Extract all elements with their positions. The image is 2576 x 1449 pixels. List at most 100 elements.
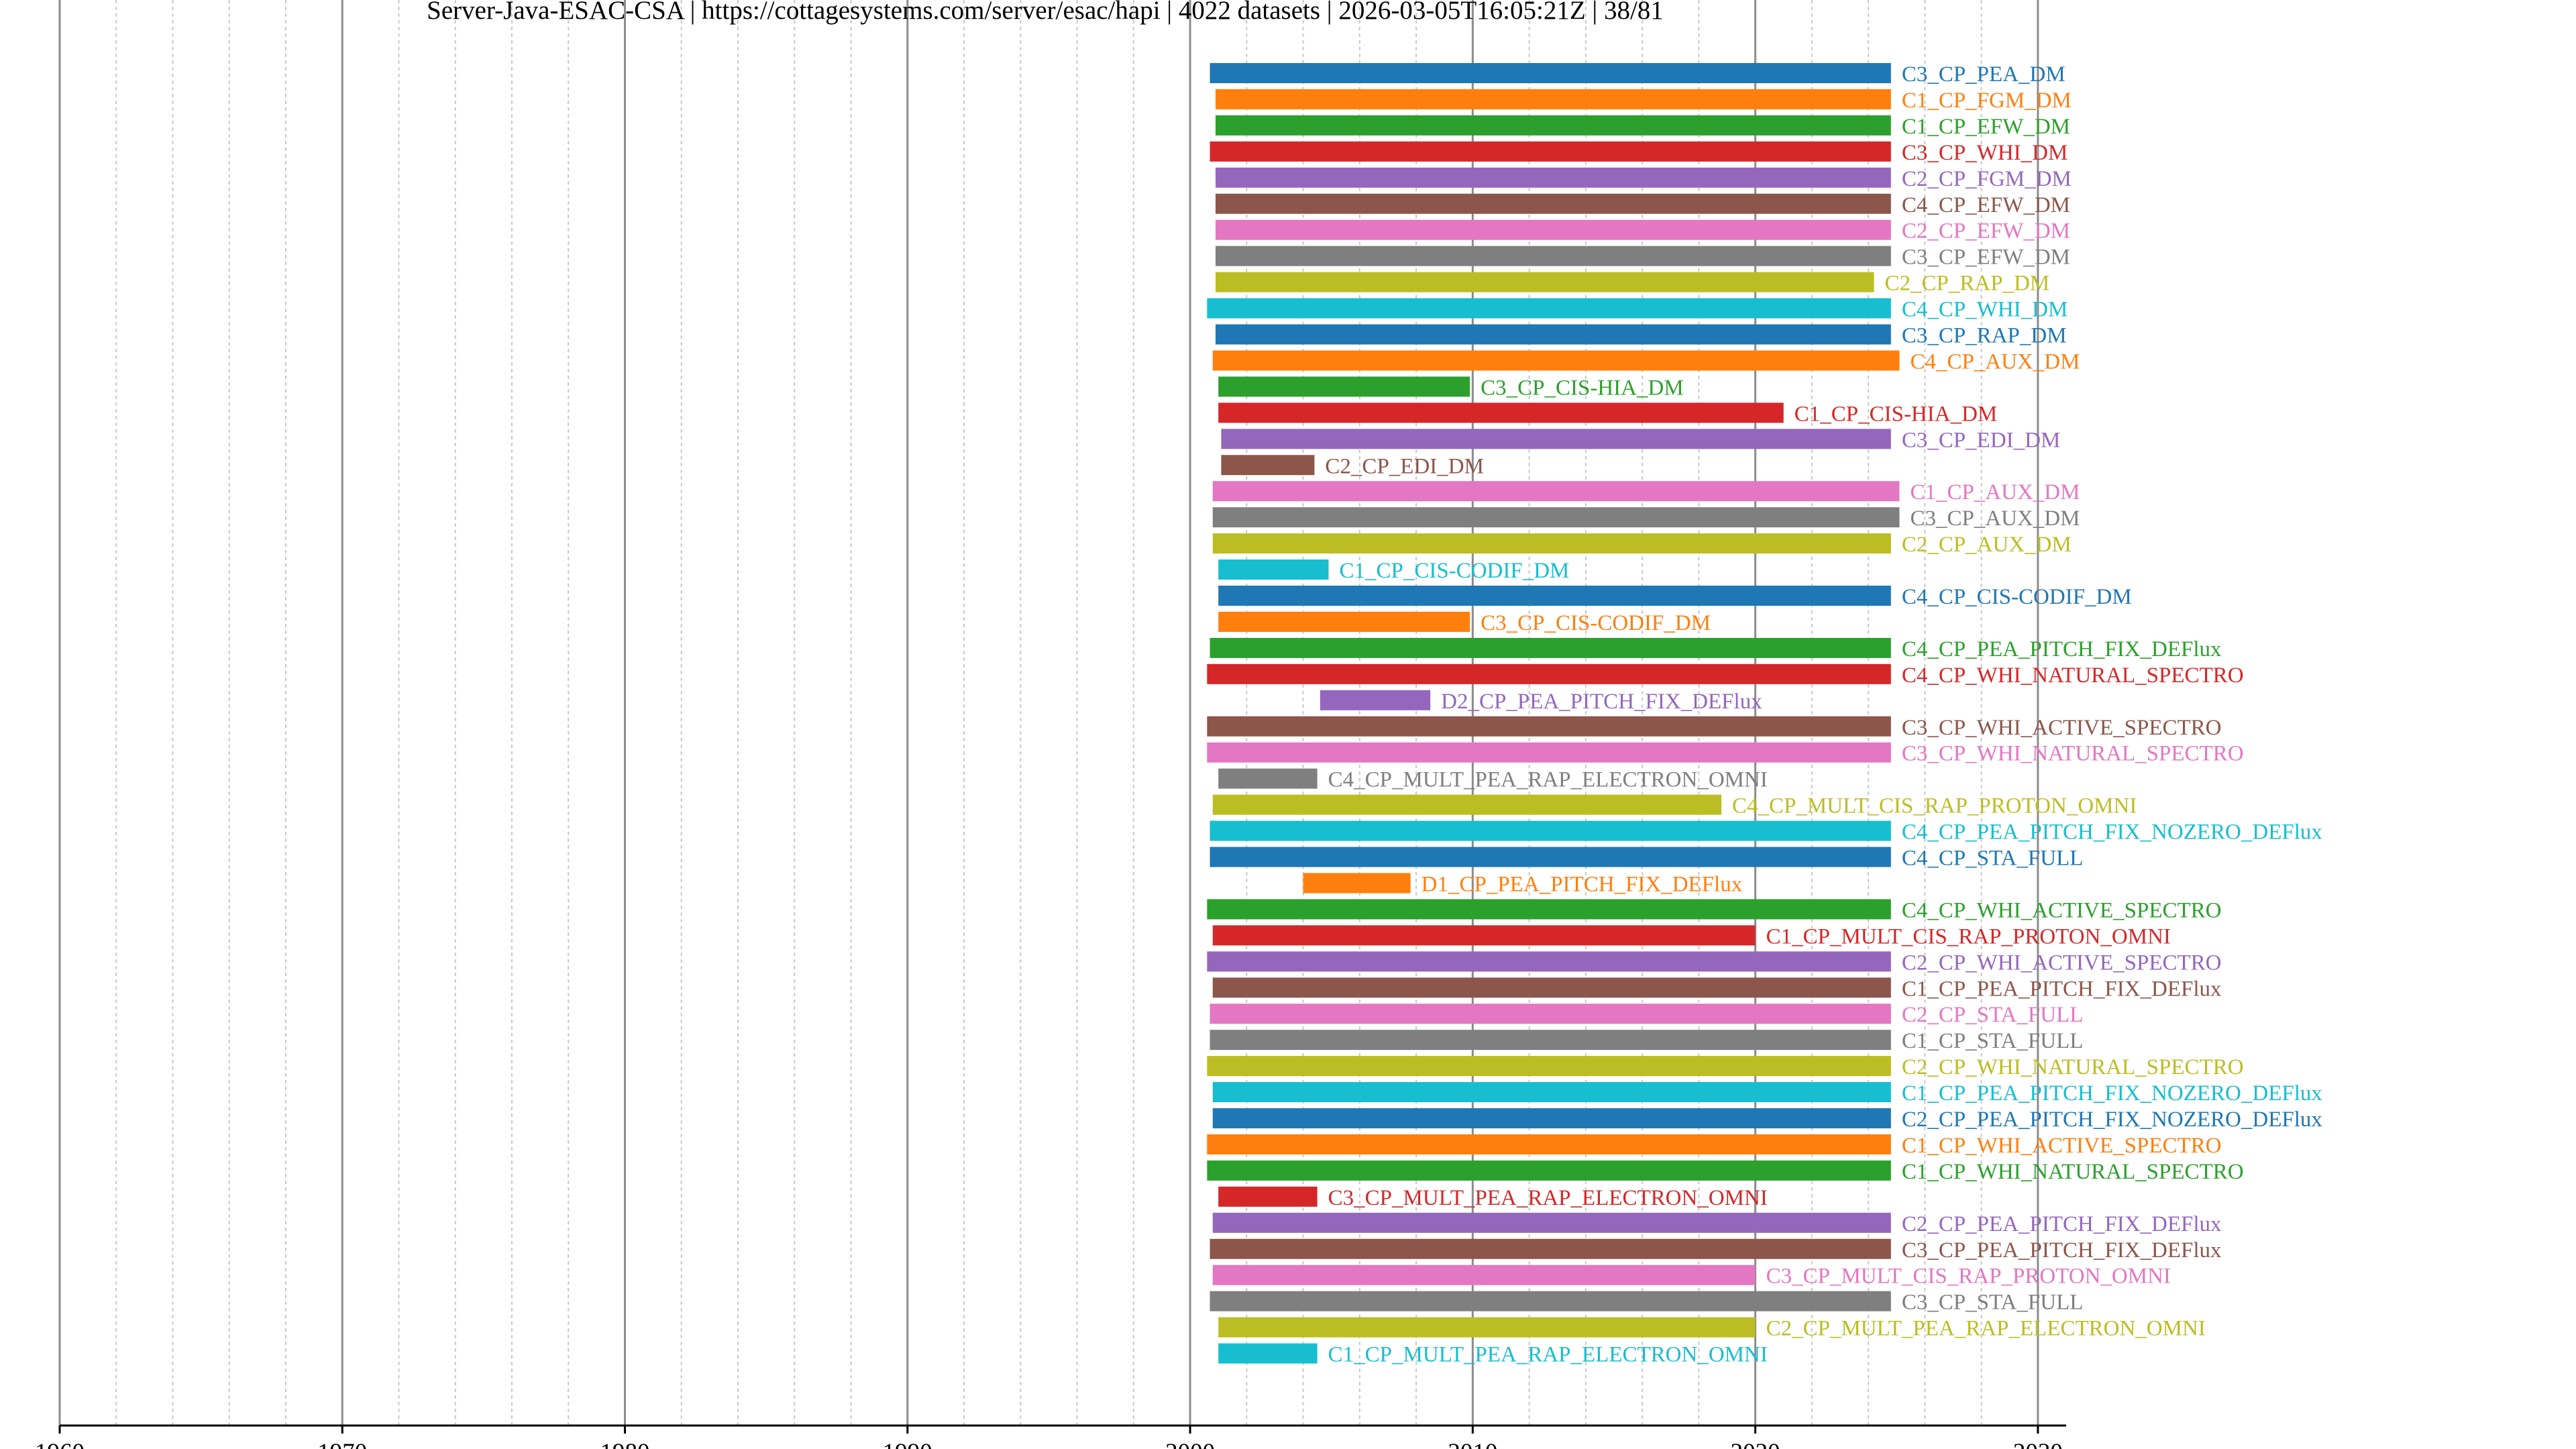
bar-label: C3_CP_PEA_DM xyxy=(1902,62,2065,87)
timeline-bar xyxy=(1207,1056,1891,1077)
timeline-bar xyxy=(1215,167,1891,188)
timeline-bar xyxy=(1207,1160,1891,1181)
timeline-bar xyxy=(1215,115,1891,136)
bar-label: C3_CP_AUX_DM xyxy=(1910,506,2080,531)
x-tick-label: 1980 xyxy=(600,1439,650,1449)
bar-label: C2_CP_PEA_PITCH_FIX_NOZERO_DEFlux xyxy=(1902,1108,2323,1132)
timeline-bar xyxy=(1218,768,1318,789)
bar-label: C3_CP_CIS-CODIF_DM xyxy=(1481,611,1711,635)
timeline-bar xyxy=(1212,1082,1891,1103)
bar-label: C2_CP_RAP_DM xyxy=(1885,272,2050,296)
timeline-bar xyxy=(1212,1108,1891,1128)
x-tick-label: 2010 xyxy=(1448,1439,1497,1449)
major-gridlines xyxy=(58,0,2039,1426)
chart-title: Server-Java-ESAC-CSA | https://cottagesy… xyxy=(427,0,1664,25)
timeline-bar xyxy=(1212,533,1891,554)
timeline-bar xyxy=(1215,246,1891,266)
timeline-bar xyxy=(1218,376,1470,397)
timeline-bar xyxy=(1212,925,1756,946)
bar-label: C1_CP_FGM_DM xyxy=(1902,89,2072,113)
bar-label: C2_CP_AUX_DM xyxy=(1902,533,2072,557)
timeline-bar xyxy=(1320,690,1431,710)
timeline-bar xyxy=(1207,298,1891,319)
bar-label: C1_CP_PEA_PITCH_FIX_NOZERO_DEFlux xyxy=(1902,1081,2323,1106)
bar-label: C1_CP_AUX_DM xyxy=(1910,480,2080,504)
bar-label: C3_CP_MULT_PEA_RAP_ELECTRON_OMNI xyxy=(1328,1186,1768,1210)
bar-label: D1_CP_PEA_PITCH_FIX_DEFlux xyxy=(1421,872,1743,896)
bar-label: C3_CP_EFW_DM xyxy=(1902,246,2070,270)
x-axis: 1960 1970 1980 1990 2000 2010 2020 2030 xyxy=(35,1424,2066,1449)
bar-label: C2_CP_EFW_DM xyxy=(1902,219,2070,244)
bar-label: C4_CP_MULT_PEA_RAP_ELECTRON_OMNI xyxy=(1328,768,1768,792)
bar-label: C3_CP_WHI_DM xyxy=(1902,141,2068,165)
bar-label: C2_CP_WHI_ACTIVE_SPECTRO xyxy=(1902,951,2222,975)
timeline-bar xyxy=(1210,847,1891,867)
bar-label: C3_CP_MULT_CIS_RAP_PROTON_OMNI xyxy=(1766,1265,2171,1289)
timeline-bar xyxy=(1210,820,1891,841)
bar-label: C2_CP_FGM_DM xyxy=(1902,167,2072,191)
timeline-bar xyxy=(1212,481,1900,502)
timeline-bar xyxy=(1215,193,1891,214)
timeline-bar xyxy=(1210,1030,1891,1051)
x-tick-label: 2000 xyxy=(1165,1439,1215,1449)
bar-label: C2_CP_STA_FULL xyxy=(1902,1003,2084,1027)
timeline-bar xyxy=(1221,455,1315,476)
timeline-bar xyxy=(1218,559,1329,580)
bar-label: C4_CP_WHI_DM xyxy=(1902,298,2068,322)
bar-label: C2_CP_WHI_NATURAL_SPECTRO xyxy=(1902,1055,2244,1079)
bar-label: C4_CP_PEA_PITCH_FIX_NOZERO_DEFlux xyxy=(1902,820,2323,845)
timeline-bar xyxy=(1210,63,1891,83)
x-tick-label: 1990 xyxy=(883,1439,932,1449)
bar-label: C4_CP_WHI_ACTIVE_SPECTRO xyxy=(1902,898,2222,922)
bar-label: C4_CP_WHI_NATURAL_SPECTRO xyxy=(1902,663,2244,688)
minor-gridlines xyxy=(115,0,1982,1426)
bar-label: C1_CP_EFW_DM xyxy=(1902,115,2070,139)
bar-label: C4_CP_EFW_DM xyxy=(1902,193,2070,217)
bar-label: D2_CP_PEA_PITCH_FIX_DEFlux xyxy=(1441,690,1762,714)
timeline-bar xyxy=(1212,1212,1891,1233)
bar-label: C1_CP_WHI_ACTIVE_SPECTRO xyxy=(1902,1134,2222,1158)
timeline-bar xyxy=(1215,324,1891,345)
timeline-bar xyxy=(1207,742,1891,763)
bar-label: C3_CP_RAP_DM xyxy=(1902,324,2067,348)
timeline-bar xyxy=(1210,141,1891,162)
timeline-bar xyxy=(1212,507,1900,528)
bar-label: C3_CP_WHI_NATURAL_SPECTRO xyxy=(1902,742,2244,766)
timeline-bar xyxy=(1212,350,1900,371)
timeline-bar xyxy=(1218,611,1470,632)
timeline-bar xyxy=(1218,1343,1318,1364)
timeline-bar xyxy=(1221,429,1891,449)
bar-label: C4_CP_MULT_CIS_RAP_PROTON_OMNI xyxy=(1732,794,2137,818)
timeline-bar xyxy=(1210,1238,1891,1259)
bar-label: C1_CP_MULT_CIS_RAP_PROTON_OMNI xyxy=(1766,924,2171,949)
timeline-bar xyxy=(1212,977,1891,998)
bar-label: C2_CP_EDI_DM xyxy=(1325,454,1484,478)
bar-label: C1_CP_WHI_NATURAL_SPECTRO xyxy=(1902,1160,2244,1184)
timeline-bar xyxy=(1215,219,1891,240)
bar-label: C1_CP_STA_FULL xyxy=(1902,1029,2084,1053)
timeline-bar xyxy=(1303,873,1411,894)
x-tick-label: 1970 xyxy=(317,1439,367,1449)
bar-label: C1_CP_CIS-HIA_DM xyxy=(1794,402,1998,426)
bar-label: C3_CP_PEA_PITCH_FIX_DEFlux xyxy=(1902,1238,2222,1263)
bar-label: C3_CP_EDI_DM xyxy=(1902,428,2061,452)
timeline-bar xyxy=(1210,1004,1891,1024)
timeline-bar xyxy=(1218,1317,1756,1338)
timeline-bar xyxy=(1215,89,1891,109)
bar-label: C1_CP_MULT_PEA_RAP_ELECTRON_OMNI xyxy=(1328,1343,1768,1367)
timeline-bar xyxy=(1207,716,1891,737)
timeline-bar xyxy=(1212,794,1722,815)
x-tick-label: 1960 xyxy=(35,1439,85,1449)
bar-label: C4_CP_PEA_PITCH_FIX_DEFlux xyxy=(1902,637,2222,661)
timeline-bar xyxy=(1210,1291,1891,1311)
timeline-bar xyxy=(1207,899,1891,920)
timeline-bar xyxy=(1210,637,1891,658)
x-tick-label: 2030 xyxy=(2013,1439,2063,1449)
bar-label: C1_CP_PEA_PITCH_FIX_DEFlux xyxy=(1902,977,2222,1001)
bar-label: C3_CP_STA_FULL xyxy=(1902,1291,2084,1315)
x-tick-label: 2020 xyxy=(1731,1439,1780,1449)
bar-label: C3_CP_CIS-HIA_DM xyxy=(1481,376,1684,400)
bar-label: C2_CP_PEA_PITCH_FIX_DEFlux xyxy=(1902,1212,2222,1236)
